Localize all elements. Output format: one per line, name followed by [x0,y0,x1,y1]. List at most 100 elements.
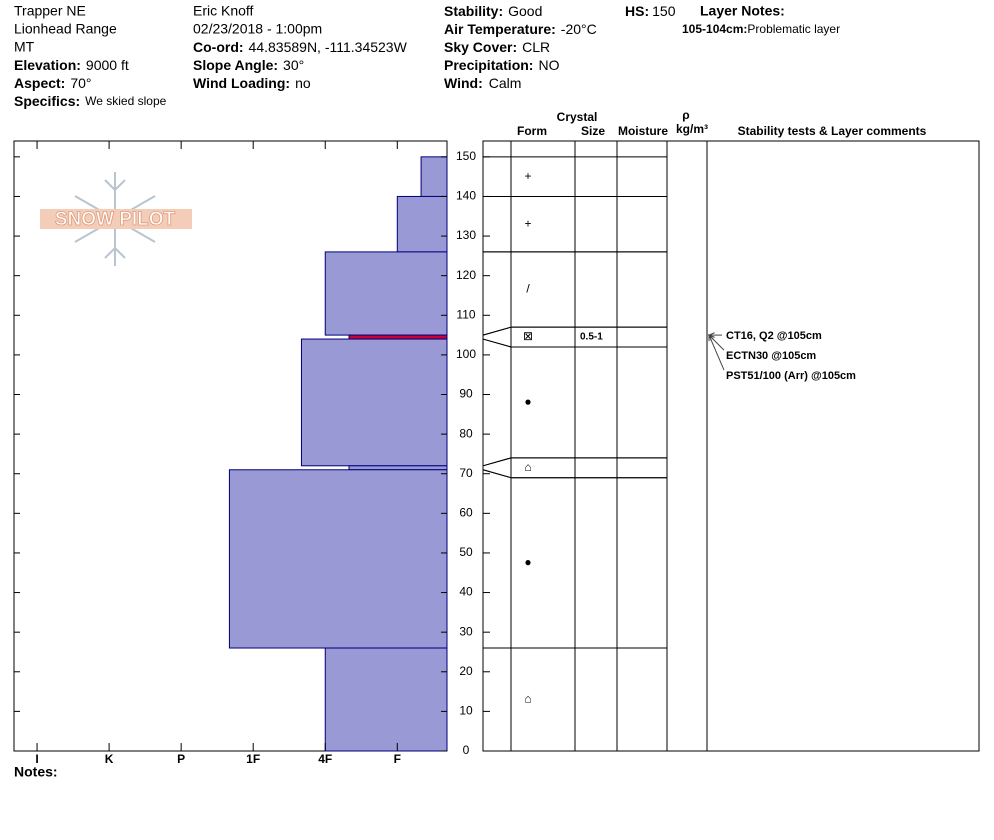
y-tick-label: 40 [459,585,473,599]
y-tick-label: 50 [459,545,473,559]
wind: Wind: Calm [444,75,521,91]
wind-loading: Wind Loading: no [193,75,311,91]
y-tick-label: 20 [459,664,473,678]
grain-form: ⌂ [524,692,531,706]
label: Wind: [444,75,483,91]
hardness-bar [324,647,448,752]
y-tick-label: 150 [456,149,476,163]
label: Slope Angle: [193,57,278,73]
col-header: Crystal [557,110,598,124]
hardness-bar [300,338,448,467]
hardness-bar [348,465,448,471]
hardness-bar [324,251,448,336]
label: Stability: [444,3,503,19]
layer-note: 105-104cm:Problematic layer [682,22,840,36]
label: Elevation: [14,57,81,73]
y-tick-label: 80 [459,426,473,440]
precip: Precipitation: NO [444,57,560,73]
value: 9000 ft [86,57,129,73]
hardness-bar [420,156,448,197]
x-tick-label: I [35,752,38,766]
row-connector [482,338,512,348]
test-label: CT16, Q2 @105cm [726,330,822,342]
value: 44.83589N, -111.34523W [249,39,408,55]
value: Calm [489,75,522,91]
air-temp: Air Temperature: -20°C [444,21,597,37]
col-header: Form [517,124,547,138]
label: HS: [625,3,649,19]
grain-form: ● [524,395,531,409]
y-tick-label: 10 [459,704,473,718]
x-tick-label: 1F [246,752,260,766]
layer-notes-label: Layer Notes: [700,3,785,19]
y-tick-label: 90 [459,387,473,401]
notes-label: Notes: [14,764,58,780]
value: We skied slope [85,94,166,108]
value: 150 [652,3,676,19]
label: Specifics: [14,93,80,109]
label: Sky Cover: [444,39,517,55]
arrow-head [708,333,714,342]
col-header: kg/m³ [676,122,708,136]
y-tick-label: 120 [456,268,476,282]
site: Trapper NE [14,3,86,19]
y-tick-label: 140 [456,189,476,203]
grain-form: ⌂ [524,460,531,474]
label: Air Temperature: [444,21,556,37]
coord: Co-ord: 44.83589N, -111.34523W [193,39,408,55]
value: 30° [283,57,304,73]
y-tick-label: 70 [459,466,473,480]
y-tick-label: 100 [456,347,476,361]
y-tick-label: 130 [456,228,476,242]
x-tick-label: 4F [318,752,332,766]
y-tick-label: 60 [459,506,473,520]
logo-band [40,209,192,229]
test-label: ECTN30 @105cm [726,350,816,362]
label: Precipitation: [444,57,533,73]
range: Lionhead Range [14,21,117,37]
col-header: Size [581,124,605,138]
grain-form: ⊠ [523,329,533,343]
test-label: PST51/100 (Arr) @105cm [726,370,856,382]
depth: 105-104cm: [682,22,747,36]
table-frame [482,140,980,752]
row-connector [482,457,512,467]
col-header: Moisture [618,124,668,138]
col-header: Stability tests & Layer comments [738,124,927,138]
state: MT [14,39,35,55]
slope: Slope Angle: 30° [193,57,304,73]
row-connector [482,326,512,336]
stability: Stability: Good [444,3,542,19]
value: Good [508,3,542,19]
hs: HS: 150 [625,3,676,19]
observer: Eric Knoff [193,3,254,19]
y-tick-label: 110 [456,307,475,321]
grain-form: / [526,282,530,296]
grain-form: + [524,169,531,183]
x-tick-label: F [394,752,401,766]
x-tick-label: P [177,752,185,766]
sky: Sky Cover: CLR [444,39,550,55]
y-tick-label: 30 [459,624,473,638]
x-tick-label: K [105,752,114,766]
aspect: Aspect: 70° [14,75,92,91]
label: Wind Loading: [193,75,290,91]
value: -20°C [561,21,597,37]
elevation: Elevation: 9000 ft [14,57,129,73]
row-connector [482,469,512,479]
test-arrow [708,334,725,371]
grain-size: 0.5-1 [580,332,603,343]
value: 70° [70,75,91,91]
grain-form: + [524,216,531,230]
hardness-bar [396,195,448,253]
hardness-bar [228,469,448,649]
label: Aspect: [14,75,65,91]
value: NO [538,57,559,73]
grain-form: ● [524,555,531,569]
y-tick-label: 0 [463,743,470,757]
hardness-bar [348,334,448,340]
col-header: ρ [682,108,689,122]
logo-text: SNOW PILOT [55,209,176,230]
label: Co-ord: [193,39,244,55]
